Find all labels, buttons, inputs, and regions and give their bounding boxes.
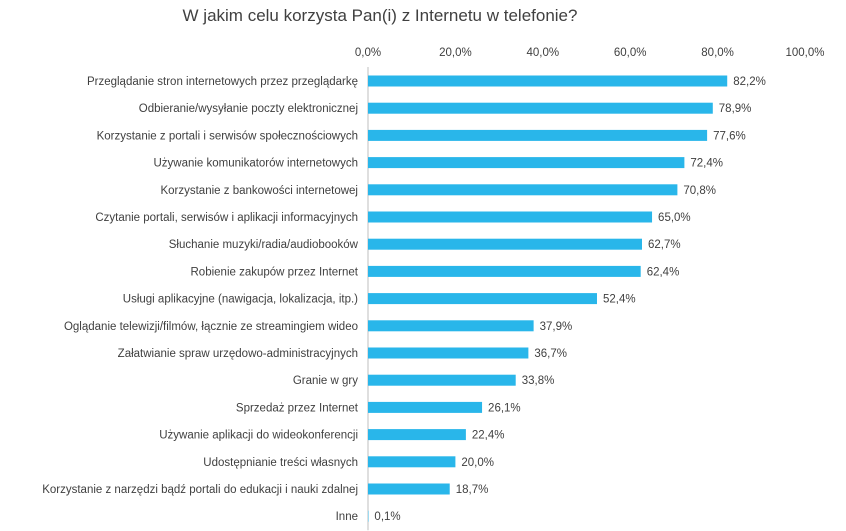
- category-label: Granie w gry: [293, 375, 358, 387]
- data-label: 18,7%: [456, 484, 489, 496]
- data-labels: 82,2% 78,9% 77,6% 72,4% 70,8% 65,0% 62,7% 62,4%…: [374, 76, 765, 523]
- category-label: Odbieranie/wysyłanie poczty elektroniczn…: [139, 103, 358, 115]
- x-tick-label: 60,0%: [614, 47, 647, 59]
- category-label: Czytanie portali, serwisów i aplikacji i…: [95, 212, 358, 224]
- bar: [368, 238, 642, 250]
- bar: [368, 429, 466, 441]
- data-label: 52,4%: [603, 294, 636, 306]
- bar: [368, 347, 529, 359]
- category-label: Usługi aplikacyjne (nawigacja, lokalizac…: [123, 294, 358, 306]
- bar: [368, 102, 713, 114]
- category-label: Oglądanie telewizji/filmów, łącznie ze s…: [64, 321, 358, 333]
- data-label: 62,4%: [647, 266, 680, 278]
- data-label: 20,0%: [461, 457, 494, 469]
- category-label: Przeglądanie stron internetowych przez p…: [87, 76, 358, 88]
- data-label: 36,7%: [534, 348, 567, 360]
- category-label: Korzystanie z portali i serwisów społecz…: [97, 130, 358, 142]
- data-label: 65,0%: [658, 212, 691, 224]
- bar: [368, 401, 483, 413]
- bar: [368, 320, 534, 332]
- category-label: Używanie aplikacji do wideokonferencji: [159, 430, 358, 442]
- data-label: 26,1%: [488, 402, 521, 414]
- x-tick-label: 80,0%: [701, 47, 734, 59]
- data-label: 82,2%: [733, 76, 766, 88]
- category-label: Sprzedaż przez Internet: [236, 402, 359, 414]
- category-label: Korzystanie z bankowości internetowej: [160, 185, 358, 197]
- x-tick-label: 40,0%: [526, 47, 559, 59]
- bar: [368, 265, 641, 277]
- data-label: 70,8%: [683, 185, 716, 197]
- bar: [368, 75, 728, 87]
- data-label: 72,4%: [690, 158, 723, 170]
- x-tick-label: 20,0%: [439, 47, 472, 59]
- bar: [368, 293, 597, 305]
- data-label: 22,4%: [472, 430, 505, 442]
- data-label: 78,9%: [719, 103, 752, 115]
- bar: [368, 184, 678, 196]
- data-label: 0,1%: [374, 511, 400, 523]
- bar: [368, 157, 685, 169]
- x-tick-label: 0,0%: [355, 47, 381, 59]
- category-label: Używanie komunikatorów internetowych: [153, 158, 358, 170]
- data-label: 62,7%: [648, 239, 681, 251]
- bar: [368, 129, 708, 141]
- category-labels: Przeglądanie stron internetowych przez p…: [42, 76, 359, 523]
- category-label: Udostępnianie treści własnych: [203, 457, 358, 469]
- category-label: Korzystanie z narzędzi bądź portali do e…: [42, 484, 358, 496]
- bar: [368, 374, 516, 386]
- category-label: Inne: [336, 511, 358, 523]
- category-label: Robienie zakupów przez Internet: [191, 266, 359, 278]
- x-axis-ticks: 0,0% 20,0% 40,0% 60,0% 80,0% 100,0%: [355, 47, 825, 59]
- bar: [368, 456, 456, 468]
- bars: [368, 75, 728, 522]
- data-label: 33,8%: [522, 375, 555, 387]
- category-label: Załatwianie spraw urzędowo-administracyj…: [118, 348, 358, 360]
- chart-title: W jakim celu korzysta Pan(i) z Internetu…: [182, 6, 578, 25]
- bar: [368, 483, 450, 495]
- bar: [368, 211, 653, 223]
- x-tick-label: 100,0%: [785, 47, 824, 59]
- data-label: 77,6%: [713, 130, 746, 142]
- data-label: 37,9%: [540, 321, 573, 333]
- category-label: Słuchanie muzyki/radia/audiobooków: [169, 239, 359, 251]
